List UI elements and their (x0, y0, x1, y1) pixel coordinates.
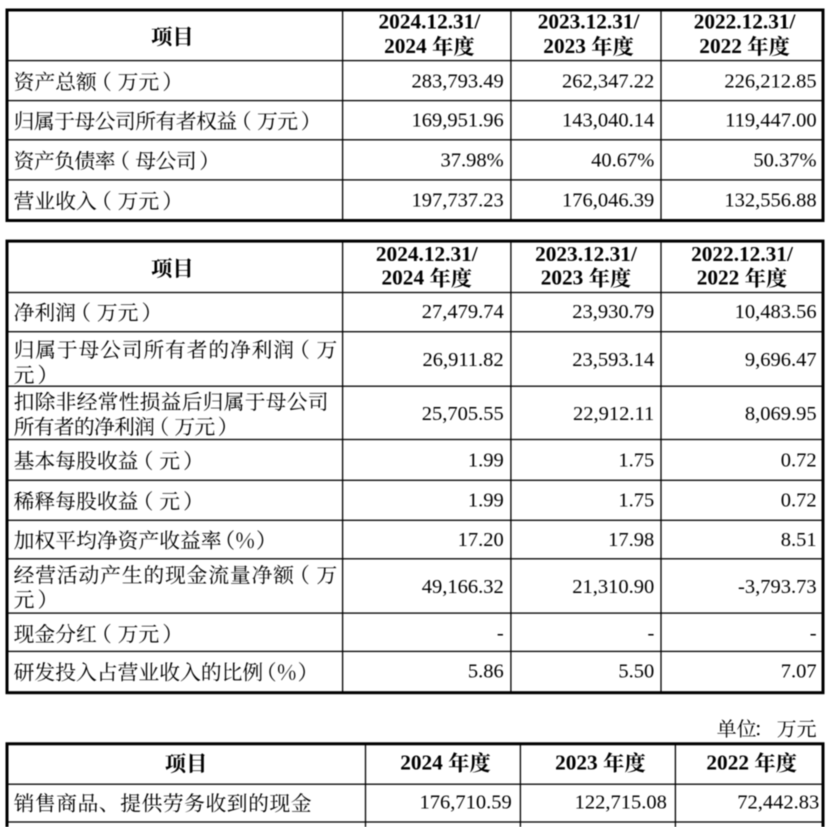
svg-text:37.98%: 37.98% (440, 149, 503, 171)
svg-text:72,442.83: 72,442.83 (737, 792, 819, 814)
svg-text:2023: 2023 (555, 750, 603, 774)
svg-text:50.37%: 50.37% (753, 149, 816, 171)
svg-text:7.07: 7.07 (781, 661, 817, 683)
svg-text:2024.12.31/: 2024.12.31/ (376, 242, 479, 266)
svg-text:-: - (497, 623, 504, 645)
svg-text:5.86: 5.86 (468, 661, 504, 683)
svg-text:21,310.90: 21,310.90 (572, 576, 654, 598)
svg-text:226,212.85: 226,212.85 (724, 70, 816, 92)
svg-text:2024: 2024 (400, 750, 448, 774)
svg-text:49,166.32: 49,166.32 (422, 576, 504, 598)
svg-text:17.98: 17.98 (608, 529, 654, 551)
svg-text:122,715.08: 122,715.08 (575, 792, 667, 814)
svg-text:23,593.14: 23,593.14 (572, 349, 654, 371)
svg-text:22,912.11: 22,912.11 (573, 403, 654, 425)
svg-text:26,911.82: 26,911.82 (422, 349, 503, 371)
svg-text:176,710.59: 176,710.59 (420, 792, 512, 814)
svg-text:27,479.74: 27,479.74 (422, 301, 504, 323)
svg-text:119,447.00: 119,447.00 (725, 110, 817, 132)
svg-text:1.99: 1.99 (468, 449, 504, 471)
svg-text:8.51: 8.51 (781, 529, 817, 551)
svg-text:2022: 2022 (706, 750, 754, 774)
svg-text:262,347.22: 262,347.22 (562, 70, 654, 92)
svg-text:2022.12.31/: 2022.12.31/ (694, 10, 797, 34)
svg-text:169,951.96: 169,951.96 (411, 110, 503, 132)
svg-text:8,069.95: 8,069.95 (745, 403, 817, 425)
svg-text:2023.12.31/: 2023.12.31/ (538, 10, 641, 34)
svg-text:17.20: 17.20 (458, 529, 504, 551)
svg-text:0.72: 0.72 (781, 490, 817, 512)
svg-text:23,930.79: 23,930.79 (572, 301, 654, 323)
svg-text:1.75: 1.75 (618, 449, 654, 471)
svg-text:2022.12.31/: 2022.12.31/ (691, 242, 794, 266)
svg-text:176,046.39: 176,046.39 (562, 190, 654, 212)
svg-text:2022: 2022 (699, 34, 747, 58)
svg-text:-3,793.73: -3,793.73 (738, 576, 817, 598)
svg-text:-: - (647, 623, 654, 645)
svg-text:283,793.49: 283,793.49 (411, 70, 503, 92)
svg-text:1.75: 1.75 (618, 490, 654, 512)
svg-text:9,696.47: 9,696.47 (745, 349, 817, 371)
svg-text:2024.12.31/: 2024.12.31/ (379, 10, 482, 34)
svg-text:10,483.56: 10,483.56 (735, 301, 817, 323)
svg-text:-: - (810, 623, 817, 645)
svg-text:5.50: 5.50 (618, 661, 654, 683)
svg-text:2024: 2024 (382, 266, 430, 290)
svg-text:132,556.88: 132,556.88 (724, 190, 816, 212)
svg-text:2023.12.31/: 2023.12.31/ (535, 242, 638, 266)
svg-text:2022: 2022 (697, 266, 745, 290)
svg-text:2023: 2023 (541, 266, 589, 290)
svg-text:143,040.14: 143,040.14 (562, 110, 654, 132)
svg-text:25,705.55: 25,705.55 (422, 403, 504, 425)
svg-text:2024: 2024 (384, 34, 432, 58)
svg-text:0.72: 0.72 (781, 449, 817, 471)
svg-text:2023: 2023 (543, 34, 591, 58)
svg-text:197,737.23: 197,737.23 (411, 190, 503, 212)
svg-text:40.67%: 40.67% (591, 149, 654, 171)
svg-text:1.99: 1.99 (468, 490, 504, 512)
